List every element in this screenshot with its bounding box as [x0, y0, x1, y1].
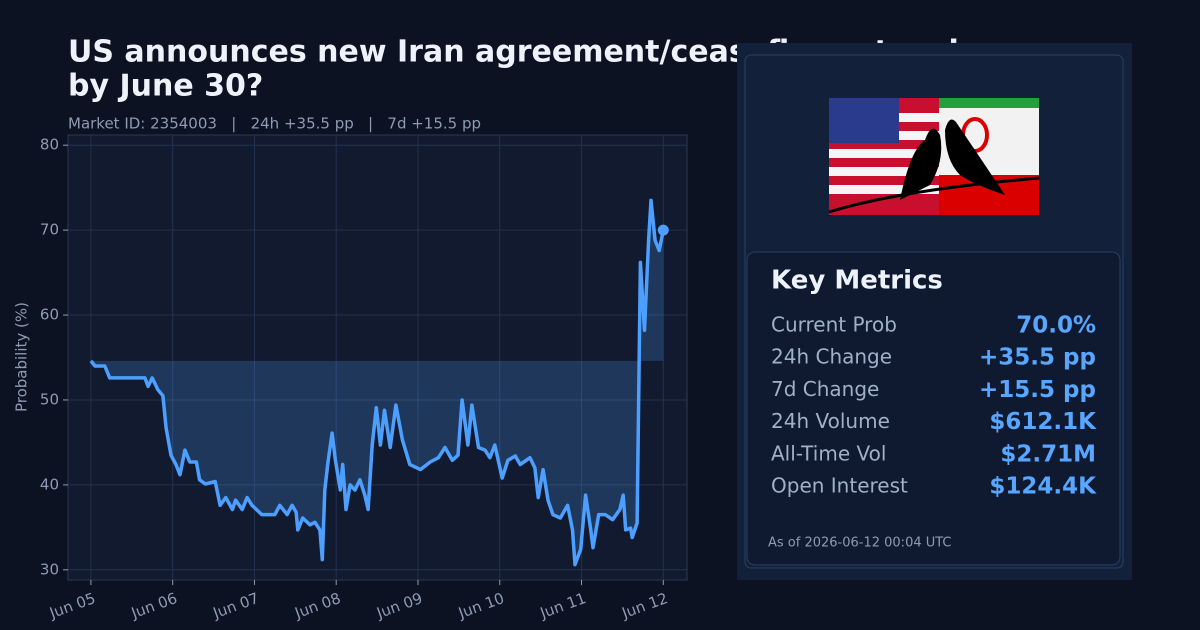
metric-value: $612.1K	[989, 409, 1097, 435]
fill-area	[90, 200, 664, 565]
as-of: As of 2026-06-12 00:04 UTC	[768, 536, 952, 551]
metrics-rows: Current Prob 70.0% 24h Change +35.5 pp 7d Ch…	[771, 313, 1097, 500]
grid	[68, 135, 687, 580]
y-tick-label: 60	[40, 306, 59, 324]
y-tick-label: 50	[40, 390, 59, 408]
metric-value: 70.0%	[1016, 313, 1096, 339]
flag-image	[828, 98, 1040, 215]
y-tick-label: 70	[40, 221, 59, 239]
metric-label: 24h Volume	[771, 409, 890, 433]
y-axis-label: Probability (%)	[13, 302, 31, 412]
metric-label: All-Time Vol	[771, 441, 886, 465]
marks	[89, 198, 669, 567]
subtitle: Market ID: 2354003 | 24h +35.5 pp | 7d +…	[68, 115, 481, 133]
metric-label: 24h Change	[771, 345, 892, 369]
metrics-title: Key Metrics	[771, 266, 943, 296]
panel-border	[744, 54, 1124, 569]
line	[89, 198, 666, 567]
metric-value: +15.5 pp	[979, 377, 1096, 403]
metric-value: +35.5 pp	[979, 345, 1096, 371]
metric-label: Current Prob	[771, 313, 897, 337]
metrics-card	[746, 251, 1121, 566]
chart-title: by June 30?	[68, 69, 263, 104]
metric-label: Open Interest	[771, 474, 908, 498]
y-tick-label: 40	[40, 475, 59, 493]
end-marker	[657, 224, 669, 236]
y-tick-label: 80	[40, 136, 59, 154]
metric-value: $124.4K	[989, 474, 1097, 500]
metric-label: 7d Change	[771, 377, 879, 401]
metric-value: $2.71M	[1000, 441, 1096, 467]
y-tick-label: 30	[40, 560, 59, 578]
